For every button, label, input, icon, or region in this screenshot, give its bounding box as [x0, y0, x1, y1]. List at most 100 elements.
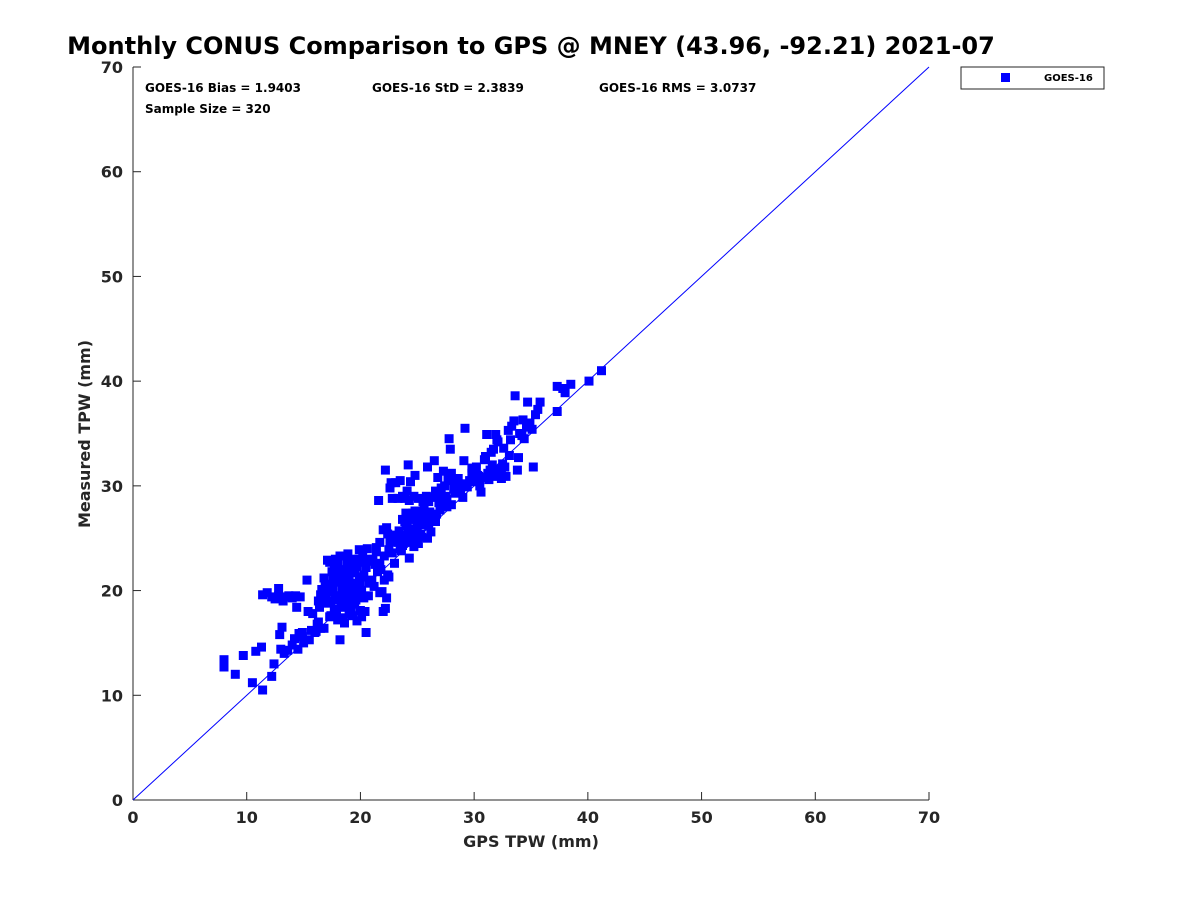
- data-point: [258, 590, 268, 600]
- data-point: [401, 508, 411, 518]
- data-point: [361, 563, 371, 572]
- x-tick-label: 30: [463, 808, 485, 827]
- data-point: [238, 651, 248, 660]
- data-point: [446, 468, 456, 478]
- data-point: [584, 376, 594, 386]
- legend-box: [960, 66, 1105, 90]
- data-point: [457, 479, 467, 489]
- data-point: [313, 596, 323, 606]
- x-tick-label: 20: [349, 808, 371, 827]
- data-point: [408, 535, 418, 545]
- data-point: [489, 444, 498, 454]
- y-tick-label: 60: [101, 163, 123, 182]
- data-point: [333, 615, 343, 625]
- y-tick-label: 50: [101, 267, 123, 286]
- data-point: [382, 523, 392, 533]
- data-point: [380, 465, 390, 475]
- data-point: [357, 612, 367, 622]
- data-point: [456, 485, 465, 495]
- data-point: [383, 570, 393, 580]
- data-point: [376, 565, 386, 575]
- data-point: [362, 544, 372, 554]
- data-point: [442, 495, 452, 504]
- y-tick-label: 70: [101, 58, 123, 77]
- data-point: [295, 592, 305, 602]
- data-point: [349, 578, 359, 588]
- x-tick-label: 70: [918, 808, 940, 827]
- data-point: [291, 591, 301, 601]
- data-point: [427, 492, 437, 502]
- data-point: [315, 602, 324, 612]
- data-point: [411, 530, 421, 540]
- data-point: [370, 559, 380, 569]
- data-point: [385, 483, 395, 493]
- data-point: [423, 533, 432, 543]
- data-point: [440, 481, 450, 491]
- legend-label-goes16: GOES-16: [1044, 73, 1093, 84]
- data-point: [274, 584, 284, 593]
- data-point: [293, 644, 303, 654]
- y-tick-label: 20: [101, 582, 123, 601]
- legend-marker-goes16: [1001, 73, 1010, 82]
- data-point: [566, 379, 576, 389]
- data-point: [475, 481, 485, 491]
- data-point: [528, 462, 538, 472]
- data-point: [382, 593, 392, 603]
- data-point: [297, 628, 307, 637]
- data-point: [348, 611, 357, 621]
- data-point: [313, 617, 323, 627]
- data-point: [514, 453, 523, 463]
- data-point: [330, 554, 340, 564]
- data-point: [387, 493, 397, 503]
- data-point: [380, 603, 390, 613]
- std-stat: GOES-16 StD = 2.3839: [372, 81, 524, 95]
- data-point: [337, 574, 347, 584]
- data-point: [342, 570, 352, 580]
- data-point: [326, 596, 336, 606]
- data-point: [490, 466, 500, 476]
- data-point: [302, 575, 312, 585]
- y-tick-label: 0: [112, 791, 123, 810]
- data-point: [276, 644, 286, 654]
- data-point: [413, 539, 423, 548]
- data-point: [445, 444, 455, 454]
- data-point: [363, 591, 373, 601]
- data-point: [507, 421, 517, 431]
- data-point: [501, 471, 511, 481]
- data-point: [519, 434, 529, 444]
- data-point: [431, 517, 440, 526]
- plot-area: 0 10 20 30 40 50 60 70 0 10 20 30 40 50 60 70: [101, 58, 940, 827]
- data-point: [474, 471, 484, 481]
- data-point: [482, 430, 492, 439]
- data-point: [396, 546, 406, 556]
- data-point: [401, 518, 411, 527]
- data-point: [365, 578, 374, 588]
- data-point: [343, 549, 353, 559]
- data-point: [458, 492, 468, 502]
- data-point: [343, 587, 353, 597]
- data-point: [444, 434, 454, 444]
- data-point: [355, 606, 365, 615]
- data-point: [258, 685, 268, 695]
- data-point: [535, 397, 545, 407]
- data-point: [352, 616, 362, 626]
- data-point: [354, 545, 364, 555]
- data-point: [504, 451, 514, 460]
- data-point: [419, 508, 429, 518]
- data-point: [448, 476, 457, 486]
- axis-ticks: 0 10 20 30 40 50 60 70 0 10 20 30 40 50 60 70: [101, 58, 940, 827]
- data-point: [361, 628, 371, 637]
- data-point: [560, 388, 570, 398]
- data-point: [510, 391, 520, 401]
- data-point: [496, 474, 506, 483]
- data-point: [533, 404, 543, 414]
- data-point: [279, 592, 289, 602]
- stats-annotation: GOES-16 Bias = 1.9403 GOES-16 StD = 2.38…: [145, 81, 756, 116]
- data-point: [325, 557, 335, 567]
- data-point: [552, 381, 562, 391]
- data-point: [406, 477, 415, 487]
- data-point: [462, 482, 472, 492]
- data-point: [355, 580, 365, 590]
- data-point: [404, 553, 414, 563]
